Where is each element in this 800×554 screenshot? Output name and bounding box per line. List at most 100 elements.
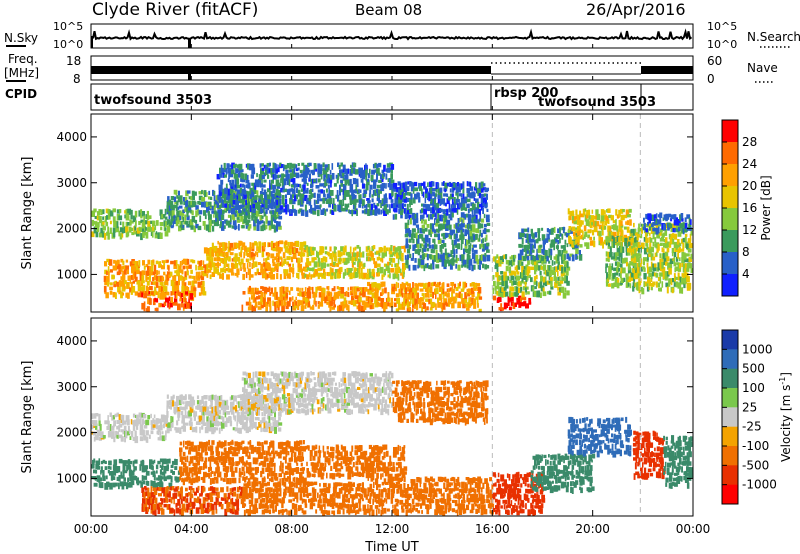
power-cell [261, 167, 265, 171]
power-cell [394, 192, 398, 198]
power-cell [143, 215, 146, 223]
power-cell [471, 208, 474, 215]
power-cell [168, 296, 171, 302]
power-cell [197, 266, 202, 271]
power-cell [264, 192, 267, 200]
vel-cell [310, 371, 312, 376]
power-cell [122, 274, 126, 282]
power-cell [448, 203, 451, 209]
power-cell [412, 244, 416, 251]
power-cell [455, 222, 459, 229]
vel-cell [317, 377, 321, 383]
vel-cell [358, 382, 361, 386]
power-cell [571, 226, 576, 232]
power-cell [247, 247, 251, 253]
power-cell [231, 187, 234, 193]
vel-cell [206, 416, 209, 422]
vel-cell [365, 408, 368, 412]
power-cell [159, 232, 163, 239]
power-cell [284, 164, 288, 170]
power-cell [566, 266, 571, 271]
power-cell [678, 257, 681, 262]
power-cell [566, 261, 569, 269]
power-cell [175, 285, 180, 293]
vel-cell [95, 434, 99, 441]
power-cell [401, 182, 403, 189]
power-cell [313, 179, 317, 183]
power-cell [404, 181, 408, 188]
power-cell [596, 221, 600, 227]
power-cell [373, 272, 376, 278]
power-cell [359, 189, 362, 193]
power-cell [260, 183, 263, 188]
vel-cell [245, 416, 248, 423]
power-cell [300, 305, 305, 312]
power-cell [623, 226, 627, 230]
power-cell [161, 291, 164, 298]
power-cell [380, 257, 384, 262]
power-cell [359, 194, 362, 199]
power-cell [155, 260, 159, 265]
power-cell [360, 261, 363, 267]
vel-cell [337, 408, 341, 412]
power-cell [252, 242, 255, 248]
power-cell [668, 282, 671, 287]
vel-cell [126, 431, 131, 436]
power-cell [682, 228, 685, 235]
power-cell [401, 272, 405, 279]
freq-right-tick-top: 60 [707, 54, 722, 68]
power-cell [265, 194, 268, 200]
vel-cell [226, 399, 229, 407]
power-cell [564, 287, 567, 293]
power-cell [480, 207, 483, 211]
vel-cell [204, 395, 208, 400]
power-cell [195, 219, 198, 224]
vel-cell [264, 425, 268, 433]
power-cell [186, 258, 190, 265]
power-cell [521, 291, 525, 298]
power-cell [615, 209, 618, 216]
power-cell [276, 206, 278, 211]
vel-cell [336, 399, 340, 403]
vel-cell [274, 407, 278, 411]
power-cell [402, 197, 405, 203]
power-cell [227, 246, 231, 253]
power-cell [533, 280, 538, 285]
power-cell [367, 200, 371, 204]
power-cell [178, 275, 180, 283]
power-cell [279, 261, 282, 266]
power-cell [466, 302, 469, 308]
power-cell [275, 221, 279, 228]
power-cell [267, 188, 271, 193]
power-cell [432, 258, 435, 265]
power-cell [369, 203, 371, 211]
power-cell [466, 229, 470, 235]
vel-cell [291, 376, 294, 382]
vel-cell [362, 381, 365, 388]
power-cell [145, 231, 149, 239]
vel-cell [295, 393, 300, 398]
power-cell [469, 219, 473, 224]
power-cell [324, 179, 328, 187]
power-cell [477, 222, 481, 229]
power-cell [374, 287, 377, 294]
power-cell [383, 268, 386, 276]
power-cell [378, 256, 381, 260]
power-cell [326, 193, 331, 199]
vel-cell [182, 416, 185, 422]
power-cell [462, 234, 465, 240]
power-cell [374, 205, 378, 210]
power-cell [442, 209, 446, 214]
power-cell [453, 183, 457, 188]
power-cell [659, 258, 662, 263]
power-cell [591, 220, 595, 226]
power-cell [358, 273, 361, 279]
power-cell [247, 215, 251, 219]
power-cell [155, 291, 158, 295]
power-cell [322, 288, 326, 293]
power-cell [166, 280, 169, 286]
power-cell [578, 250, 581, 255]
power-cell [268, 242, 271, 247]
power-cell [671, 251, 674, 257]
vel-cell [177, 407, 181, 412]
